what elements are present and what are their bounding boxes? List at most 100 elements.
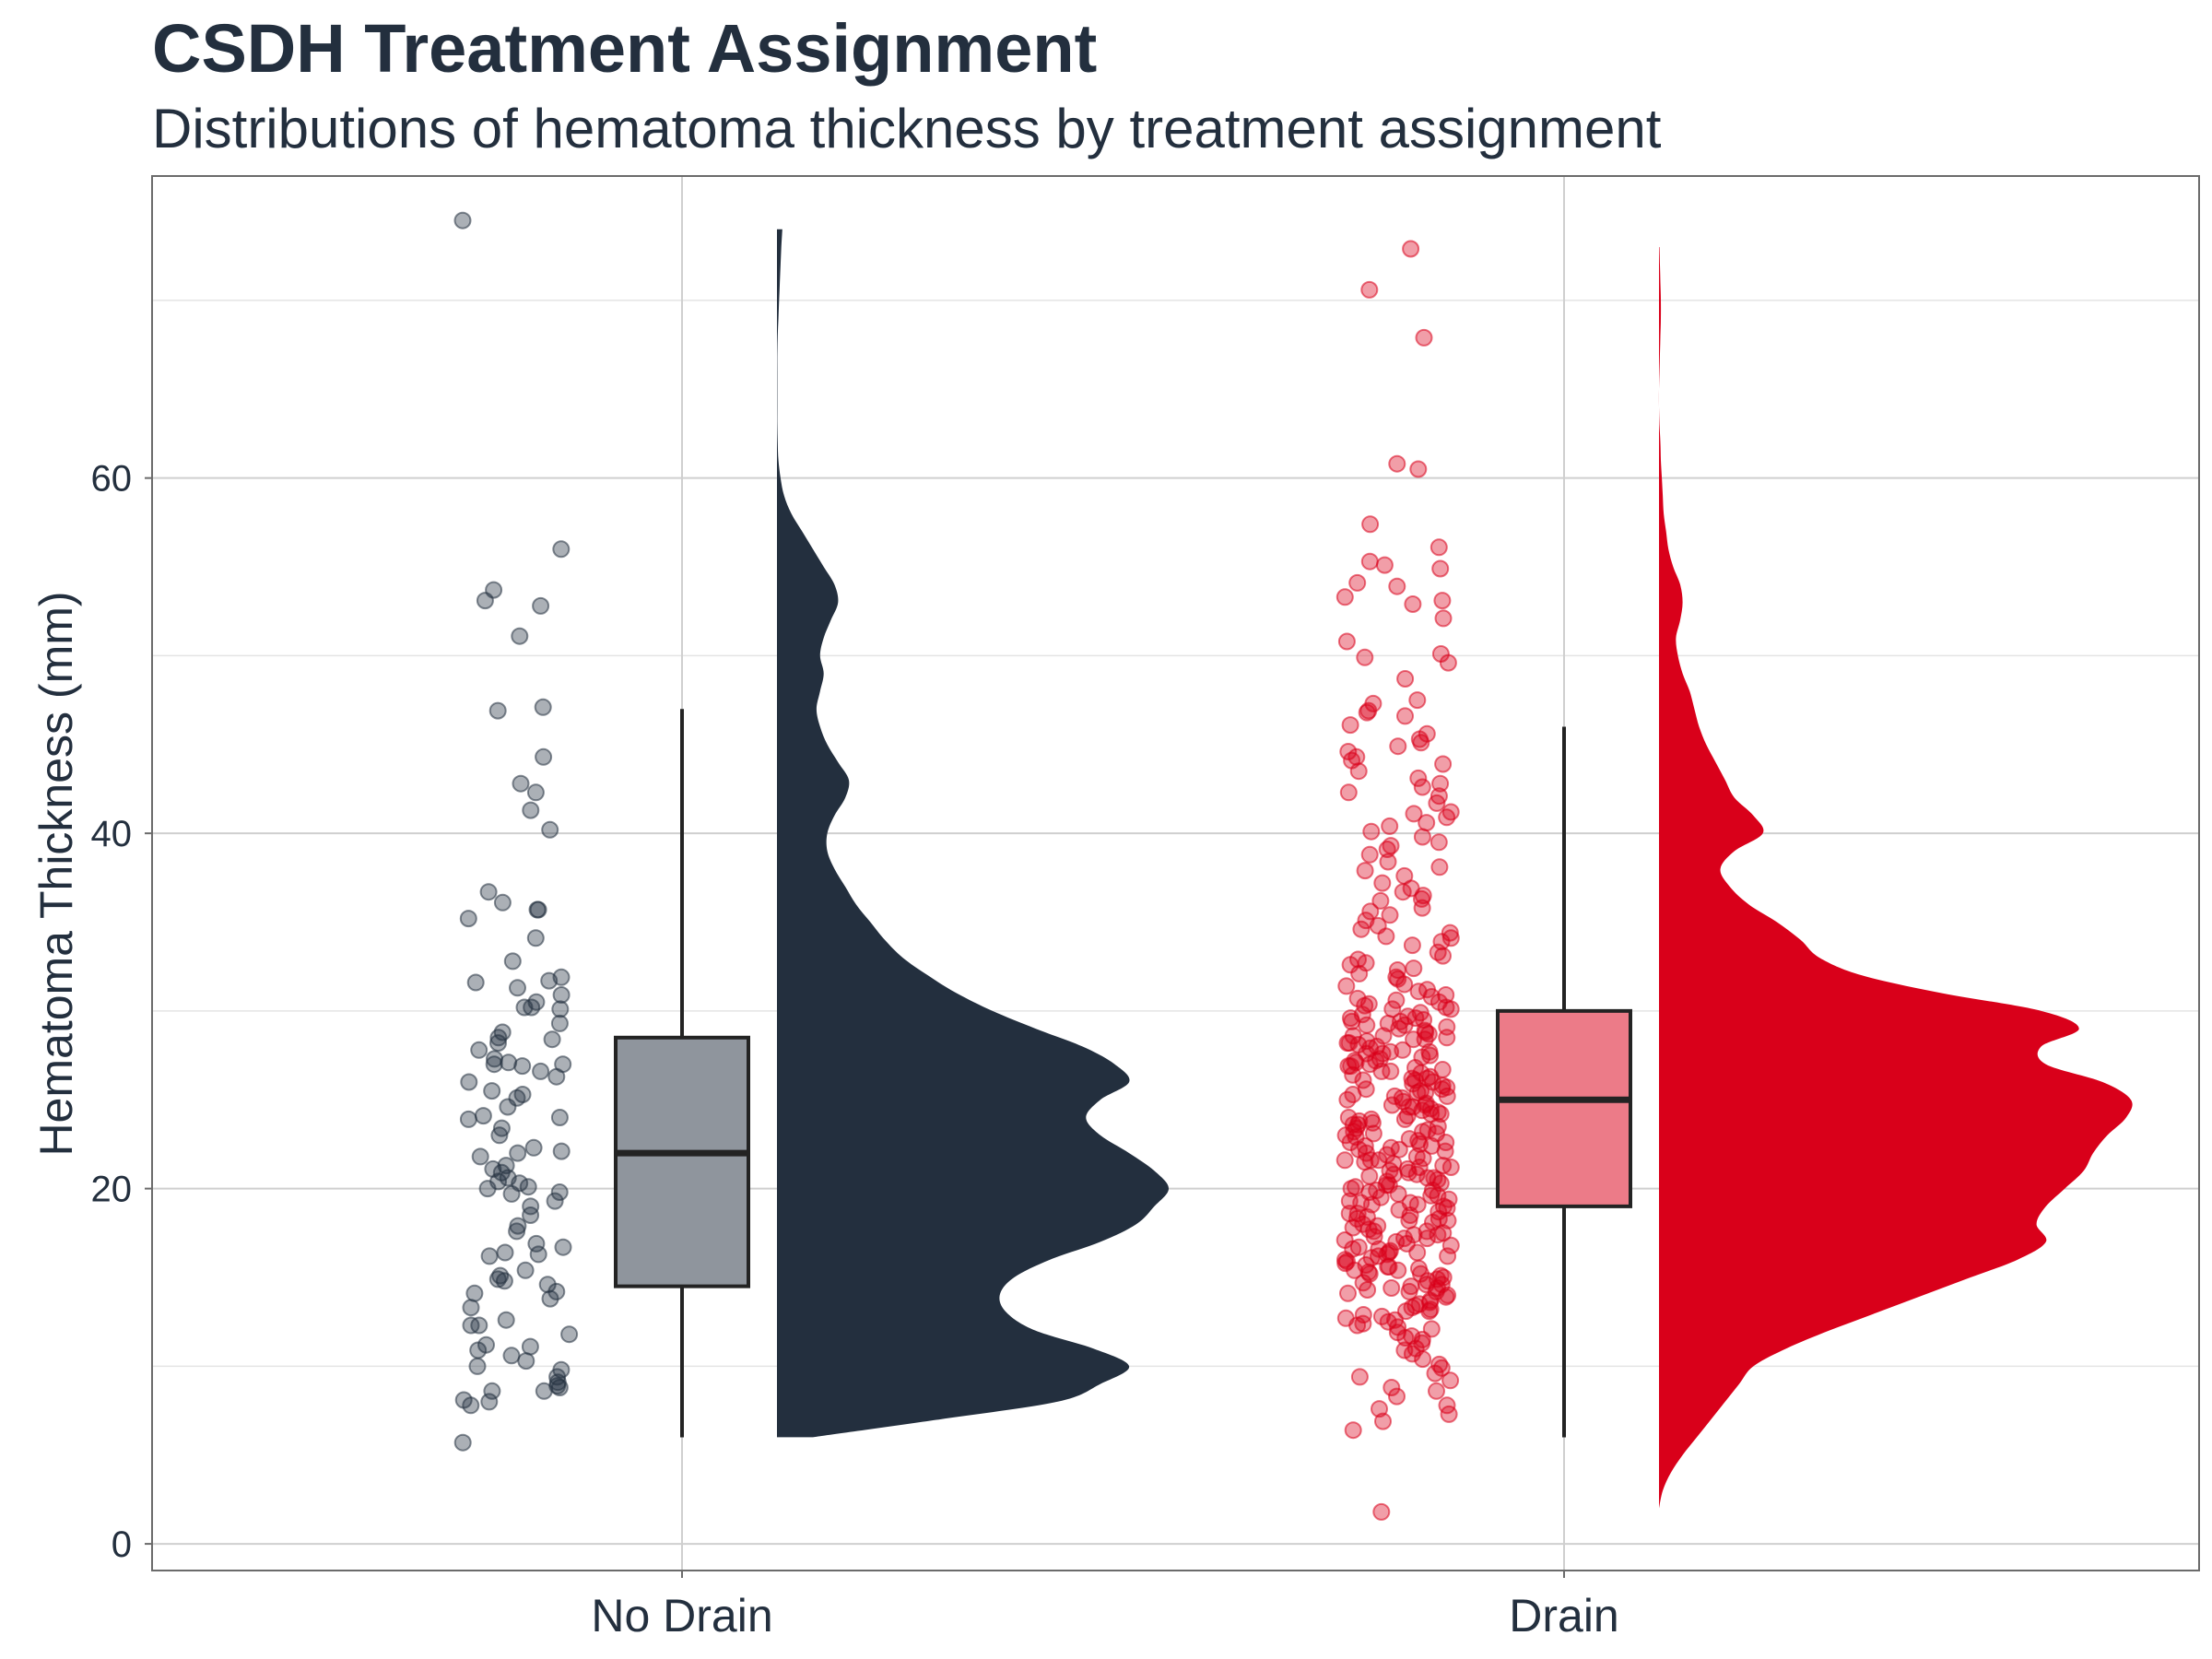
data-point (1361, 902, 1380, 921)
data-point (1349, 1238, 1368, 1256)
data-point (1405, 1030, 1423, 1049)
data-point (1359, 1281, 1377, 1299)
x-tick-label: No Drain (591, 1590, 772, 1641)
data-point (462, 1396, 480, 1415)
data-point (1348, 989, 1367, 1007)
data-point (524, 1138, 543, 1157)
data-point (516, 1261, 535, 1279)
data-point (551, 1000, 570, 1018)
data-point (1372, 1502, 1391, 1521)
data-point (496, 1243, 514, 1262)
density-cloud (777, 229, 1169, 1438)
data-point (1430, 1209, 1448, 1228)
data-point (1384, 1165, 1403, 1183)
data-point (1356, 862, 1374, 880)
data-point (522, 801, 540, 819)
data-point (1429, 1186, 1447, 1205)
data-point (1348, 573, 1367, 592)
data-point (1343, 751, 1361, 770)
data-point (1441, 1371, 1460, 1390)
data-point (502, 1347, 521, 1365)
data-point (541, 1289, 559, 1308)
data-point (1361, 515, 1380, 534)
data-point (1438, 808, 1456, 827)
data-point (1360, 845, 1379, 864)
y-tick-label: 20 (91, 1170, 133, 1210)
plot-area: 0 20 40 60 No Drain Drain (91, 175, 2200, 1641)
y-tick-label: 60 (91, 459, 133, 500)
data-point (483, 1082, 501, 1100)
data-point (490, 1126, 509, 1145)
boxplots (614, 709, 1632, 1438)
data-point (1388, 961, 1406, 979)
data-point (1336, 1309, 1355, 1327)
data-point (1382, 1279, 1401, 1297)
density-cloud (1658, 247, 2133, 1509)
data-point (460, 1073, 478, 1091)
data-point (1338, 1253, 1356, 1271)
data-point (1368, 1182, 1386, 1199)
data-point (1389, 1261, 1407, 1279)
data-point (1434, 755, 1453, 773)
data-point (1409, 982, 1428, 1001)
data-point (1404, 595, 1422, 613)
data-point (478, 1180, 497, 1198)
data-point (1340, 1205, 1359, 1223)
chart-title: CSDH Treatment Assignment (152, 10, 1097, 87)
data-point (1388, 577, 1406, 595)
data-point (480, 1393, 499, 1411)
data-point (1412, 734, 1430, 752)
data-point (1408, 1243, 1427, 1262)
data-point (1429, 1279, 1446, 1297)
data-point (1433, 592, 1452, 610)
data-point (474, 1107, 492, 1125)
data-point (1362, 1110, 1381, 1128)
data-point (1394, 883, 1412, 901)
data-point (1441, 929, 1460, 947)
data-point (1403, 1327, 1421, 1346)
data-point (552, 1142, 571, 1160)
data-point (526, 929, 545, 947)
data-point (509, 1144, 527, 1162)
data-point (471, 1147, 489, 1166)
data-point (532, 596, 550, 615)
data-point (1371, 1400, 1388, 1418)
data-point (1360, 280, 1379, 299)
data-point (1375, 556, 1394, 574)
data-point (1430, 833, 1448, 852)
data-point (1398, 1107, 1417, 1125)
data-point (548, 1368, 567, 1386)
data-point (528, 900, 547, 919)
data-point (485, 1055, 503, 1074)
data-point (1370, 1151, 1388, 1170)
data-point (1420, 1042, 1439, 1061)
data-point (550, 1014, 569, 1032)
data-point (1339, 1284, 1357, 1302)
data-point (1377, 927, 1395, 946)
data-point (1396, 670, 1415, 688)
data-point (1414, 1350, 1432, 1369)
data-point (493, 893, 512, 912)
jitter-points (453, 211, 1460, 1521)
data-point (1343, 1012, 1361, 1030)
data-point (560, 1325, 579, 1344)
data-point (1408, 691, 1427, 710)
data-point (1335, 588, 1354, 606)
data-point (1379, 1257, 1397, 1276)
data-point (459, 1110, 477, 1128)
data-point (527, 1234, 546, 1253)
data-point (499, 1098, 517, 1116)
data-point (1413, 1330, 1431, 1348)
data-point (1356, 648, 1374, 666)
data-point (453, 1433, 472, 1452)
data-point (1372, 1062, 1391, 1080)
data-point (1340, 1192, 1359, 1210)
data-point (535, 1382, 553, 1400)
data-point (488, 701, 507, 720)
data-point (1381, 906, 1399, 924)
data-point (1413, 828, 1431, 846)
data-point (470, 1041, 488, 1059)
data-point (1420, 1293, 1439, 1312)
data-point (1430, 538, 1448, 557)
